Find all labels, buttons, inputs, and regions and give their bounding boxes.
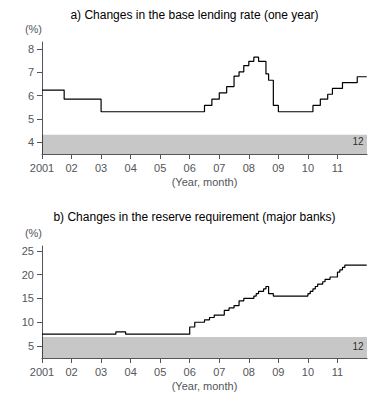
svg-text:10: 10 (22, 316, 34, 328)
svg-text:15: 15 (22, 292, 34, 304)
svg-text:11: 11 (332, 366, 343, 378)
svg-text:02: 02 (65, 366, 77, 378)
svg-text:12: 12 (353, 136, 365, 147)
svg-text:05: 05 (154, 162, 166, 174)
svg-text:10: 10 (302, 366, 314, 378)
svg-text:03: 03 (95, 162, 107, 174)
svg-text:20: 20 (22, 269, 34, 281)
svg-text:09: 09 (272, 366, 284, 378)
svg-text:a) Changes in the base lending: a) Changes in the base lending rate (one… (70, 8, 318, 22)
svg-text:(Year, month): (Year, month) (172, 176, 238, 188)
svg-text:05: 05 (154, 366, 166, 378)
svg-text:12: 12 (353, 341, 365, 352)
svg-text:03: 03 (95, 366, 107, 378)
svg-text:06: 06 (184, 366, 196, 378)
svg-text:7: 7 (28, 66, 34, 78)
svg-text:11: 11 (332, 162, 343, 174)
svg-text:5: 5 (28, 340, 34, 352)
svg-text:6: 6 (28, 90, 34, 102)
svg-text:07: 07 (213, 162, 225, 174)
svg-text:04: 04 (125, 366, 137, 378)
svg-text:5: 5 (28, 113, 34, 125)
svg-text:(%): (%) (25, 23, 42, 35)
svg-text:4: 4 (28, 136, 34, 148)
svg-text:08: 08 (243, 162, 255, 174)
svg-text:07: 07 (213, 366, 225, 378)
svg-text:2001: 2001 (30, 366, 54, 378)
svg-text:25: 25 (22, 245, 34, 257)
svg-text:06: 06 (184, 162, 196, 174)
svg-text:02: 02 (65, 162, 77, 174)
svg-text:(Year, month): (Year, month) (172, 380, 238, 392)
svg-text:b) Changes in the reserve requ: b) Changes in the reserve requirement (m… (53, 210, 335, 224)
svg-text:(%): (%) (25, 227, 42, 239)
svg-text:04: 04 (125, 162, 137, 174)
svg-text:08: 08 (243, 366, 255, 378)
svg-text:2001: 2001 (30, 162, 54, 174)
svg-text:8: 8 (28, 43, 34, 55)
svg-text:10: 10 (302, 162, 314, 174)
svg-text:09: 09 (272, 162, 284, 174)
